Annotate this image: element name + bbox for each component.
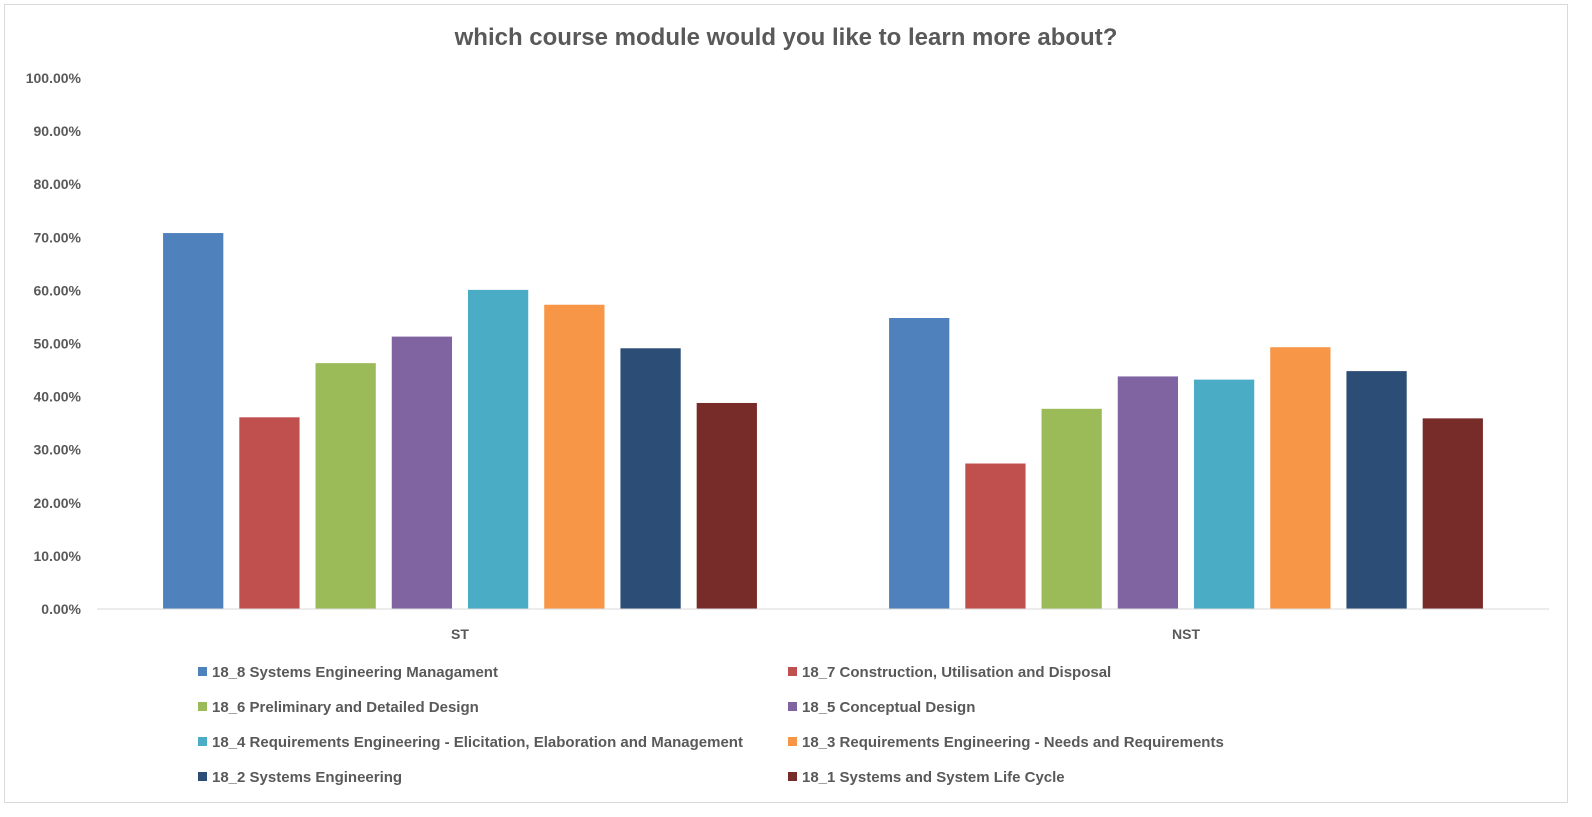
- legend-label: 18_4 Requirements Engineering - Elicitat…: [212, 734, 743, 751]
- bar: [1193, 379, 1255, 609]
- y-tick-label: 40.00%: [34, 389, 82, 405]
- bar: [163, 233, 224, 609]
- legend-label: 18_2 Systems Engineering: [212, 769, 402, 786]
- legend-label: 18_3 Requirements Engineering - Needs an…: [802, 734, 1224, 751]
- legend-swatch: [788, 772, 797, 781]
- legend-label: 18_1 Systems and System Life Cycle: [802, 769, 1065, 786]
- bar: [1422, 418, 1483, 609]
- bar: [965, 463, 1026, 609]
- bar: [239, 417, 300, 609]
- bar: [620, 348, 681, 609]
- legend-label: 18_7 Construction, Utilisation and Dispo…: [802, 664, 1111, 681]
- legend-swatch: [788, 702, 797, 711]
- y-tick-label: 20.00%: [34, 495, 82, 511]
- legend-label: 18_5 Conceptual Design: [802, 699, 975, 716]
- y-tick-label: 70.00%: [34, 229, 82, 245]
- bar: [889, 318, 950, 609]
- bar: [315, 363, 376, 609]
- bar: [544, 304, 605, 609]
- legend-swatch: [198, 667, 207, 676]
- x-tick-label: NST: [1172, 626, 1200, 642]
- legend-swatch: [198, 702, 207, 711]
- bar: [1117, 376, 1179, 609]
- y-tick-label: 100.00%: [26, 70, 82, 86]
- legend-label: 18_8 Systems Engineering Managament: [212, 664, 498, 681]
- y-axis: 0.00% 10.00% 20.00% 30.00% 40.00% 50.00% 60.00…: [26, 70, 82, 617]
- bar: [1270, 347, 1331, 609]
- legend-swatch: [198, 772, 207, 781]
- bar: [1346, 371, 1407, 609]
- y-tick-label: 10.00%: [34, 548, 82, 564]
- x-tick-label: ST: [451, 626, 469, 642]
- bar: [391, 336, 453, 609]
- legend-swatch: [788, 737, 797, 746]
- y-tick-label: 90.00%: [34, 123, 82, 139]
- bar: [1041, 408, 1102, 609]
- chart-frame: which course module would you like to le…: [4, 4, 1568, 803]
- y-tick-label: 60.00%: [34, 282, 82, 298]
- y-tick-label: 80.00%: [34, 176, 82, 192]
- y-tick-label: 0.00%: [41, 601, 81, 617]
- y-tick-label: 30.00%: [34, 442, 82, 458]
- legend: 18_8 Systems Engineering Managament 18_7 …: [198, 664, 1224, 786]
- x-axis: ST NST: [451, 626, 1200, 642]
- bar-chart: which course module would you like to le…: [26, 24, 1549, 786]
- y-tick-label: 50.00%: [34, 336, 82, 352]
- legend-swatch: [198, 737, 207, 746]
- bars: [163, 233, 1483, 609]
- legend-swatch: [788, 667, 797, 676]
- bar: [467, 289, 529, 609]
- chart-title: which course module would you like to le…: [454, 24, 1118, 51]
- legend-label: 18_6 Preliminary and Detailed Design: [212, 699, 479, 716]
- bar: [696, 402, 757, 609]
